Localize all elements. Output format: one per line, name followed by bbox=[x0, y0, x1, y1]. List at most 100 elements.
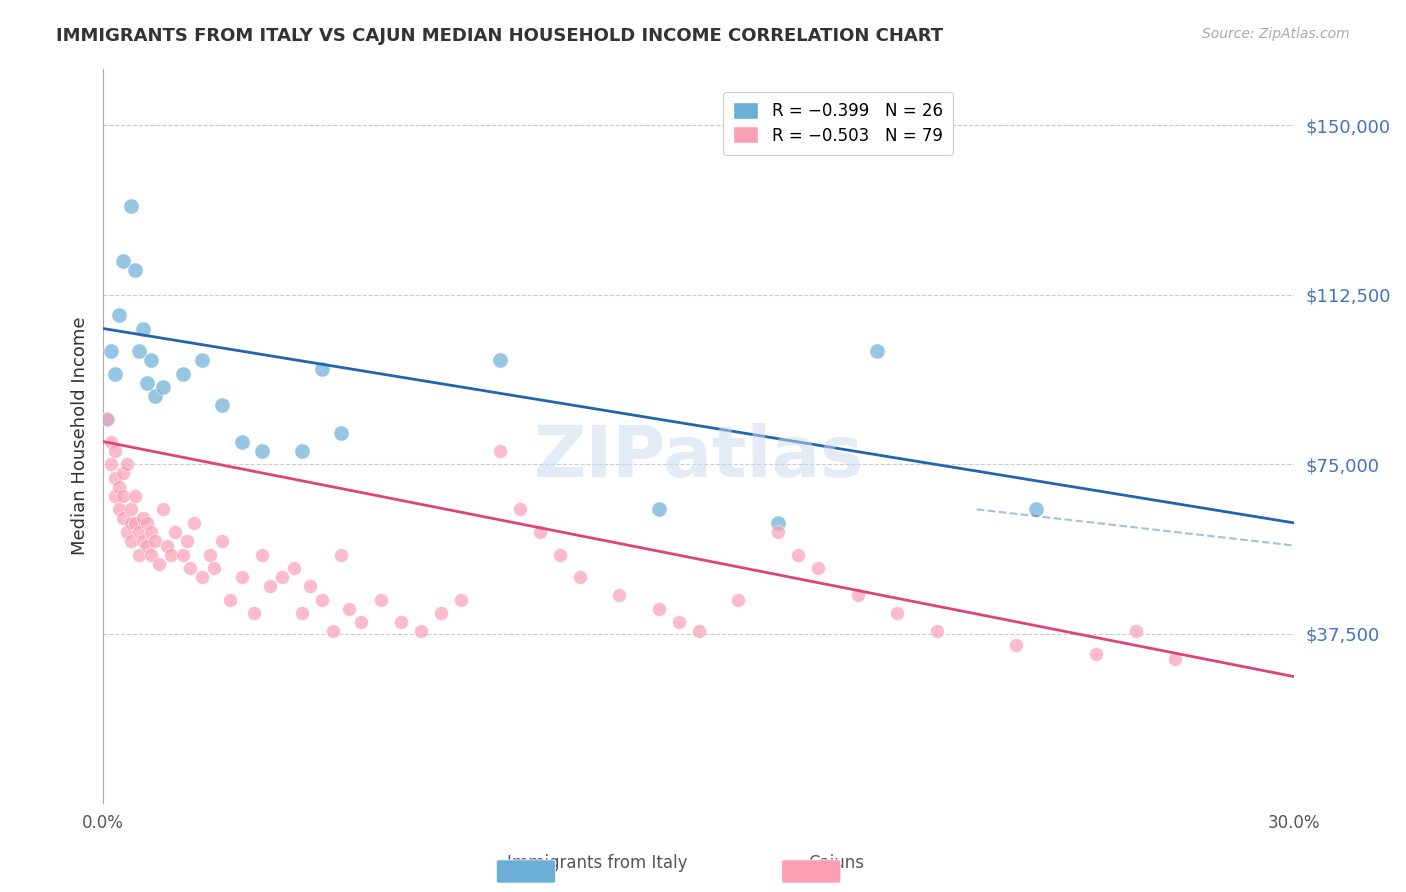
Point bbox=[330, 548, 353, 562]
Point bbox=[96, 412, 118, 426]
Point bbox=[139, 548, 162, 562]
Point bbox=[172, 367, 194, 381]
Point bbox=[163, 524, 186, 539]
Point bbox=[548, 548, 571, 562]
Point bbox=[668, 615, 690, 630]
Point bbox=[104, 471, 127, 485]
Point bbox=[139, 353, 162, 368]
Point bbox=[115, 457, 138, 471]
Point bbox=[766, 524, 789, 539]
Point bbox=[727, 592, 749, 607]
Point bbox=[148, 557, 170, 571]
Point bbox=[330, 425, 353, 440]
Point bbox=[100, 434, 122, 449]
Point bbox=[489, 443, 512, 458]
Point bbox=[128, 524, 150, 539]
Point bbox=[100, 344, 122, 359]
Point bbox=[298, 579, 321, 593]
Point bbox=[886, 607, 908, 621]
Point bbox=[509, 502, 531, 516]
Point bbox=[176, 534, 198, 549]
Point bbox=[159, 548, 181, 562]
Point bbox=[111, 253, 134, 268]
Point bbox=[104, 489, 127, 503]
Point bbox=[1005, 638, 1028, 652]
Point bbox=[139, 524, 162, 539]
Point bbox=[100, 457, 122, 471]
Text: Cajuns: Cajuns bbox=[808, 855, 865, 872]
Text: IMMIGRANTS FROM ITALY VS CAJUN MEDIAN HOUSEHOLD INCOME CORRELATION CHART: IMMIGRANTS FROM ITALY VS CAJUN MEDIAN HO… bbox=[56, 27, 943, 45]
Legend: R = −0.399   N = 26, R = −0.503   N = 79: R = −0.399 N = 26, R = −0.503 N = 79 bbox=[723, 92, 952, 154]
Point bbox=[489, 353, 512, 368]
Point bbox=[243, 607, 266, 621]
Point bbox=[152, 380, 174, 394]
Point bbox=[179, 561, 201, 575]
Point bbox=[143, 389, 166, 403]
Point bbox=[1125, 624, 1147, 639]
Point bbox=[124, 262, 146, 277]
Point bbox=[108, 308, 131, 322]
Point bbox=[270, 570, 292, 584]
Point bbox=[311, 362, 333, 376]
Text: ZIPatlas: ZIPatlas bbox=[534, 424, 863, 492]
Point bbox=[111, 511, 134, 525]
Point bbox=[202, 561, 225, 575]
Point bbox=[211, 534, 233, 549]
Point bbox=[135, 516, 157, 530]
Point bbox=[370, 592, 392, 607]
Point bbox=[143, 534, 166, 549]
Point bbox=[846, 588, 869, 602]
Point bbox=[1084, 647, 1107, 661]
Point bbox=[152, 502, 174, 516]
Point bbox=[607, 588, 630, 602]
Text: Source: ZipAtlas.com: Source: ZipAtlas.com bbox=[1202, 27, 1350, 41]
Point bbox=[124, 489, 146, 503]
Point bbox=[104, 443, 127, 458]
Point bbox=[156, 539, 179, 553]
Point bbox=[529, 524, 551, 539]
Point bbox=[132, 321, 155, 335]
Point bbox=[219, 592, 242, 607]
Point bbox=[128, 344, 150, 359]
Point bbox=[120, 534, 142, 549]
Point bbox=[191, 353, 214, 368]
Point bbox=[191, 570, 214, 584]
Point bbox=[120, 502, 142, 516]
Point bbox=[283, 561, 305, 575]
Point bbox=[108, 480, 131, 494]
Point bbox=[688, 624, 710, 639]
Point bbox=[183, 516, 205, 530]
Point bbox=[124, 516, 146, 530]
Point bbox=[1164, 651, 1187, 665]
Point bbox=[311, 592, 333, 607]
Point bbox=[172, 548, 194, 562]
Point bbox=[568, 570, 591, 584]
Point bbox=[120, 516, 142, 530]
Point bbox=[135, 376, 157, 390]
Point bbox=[807, 561, 830, 575]
Point bbox=[648, 602, 671, 616]
Point bbox=[766, 516, 789, 530]
Point bbox=[104, 367, 127, 381]
Point bbox=[787, 548, 810, 562]
Point bbox=[111, 467, 134, 481]
Point bbox=[389, 615, 412, 630]
Point bbox=[337, 602, 360, 616]
Point bbox=[450, 592, 472, 607]
Point bbox=[291, 607, 314, 621]
Point bbox=[115, 524, 138, 539]
Point bbox=[231, 434, 253, 449]
Point bbox=[350, 615, 373, 630]
Point bbox=[429, 607, 451, 621]
Point bbox=[925, 624, 948, 639]
Y-axis label: Median Household Income: Median Household Income bbox=[72, 317, 89, 555]
Text: Immigrants from Italy: Immigrants from Italy bbox=[508, 855, 688, 872]
Point bbox=[231, 570, 253, 584]
Point bbox=[111, 489, 134, 503]
Point bbox=[322, 624, 344, 639]
Point bbox=[132, 534, 155, 549]
Point bbox=[409, 624, 432, 639]
Point bbox=[211, 398, 233, 412]
Point bbox=[200, 548, 222, 562]
Point bbox=[866, 344, 889, 359]
